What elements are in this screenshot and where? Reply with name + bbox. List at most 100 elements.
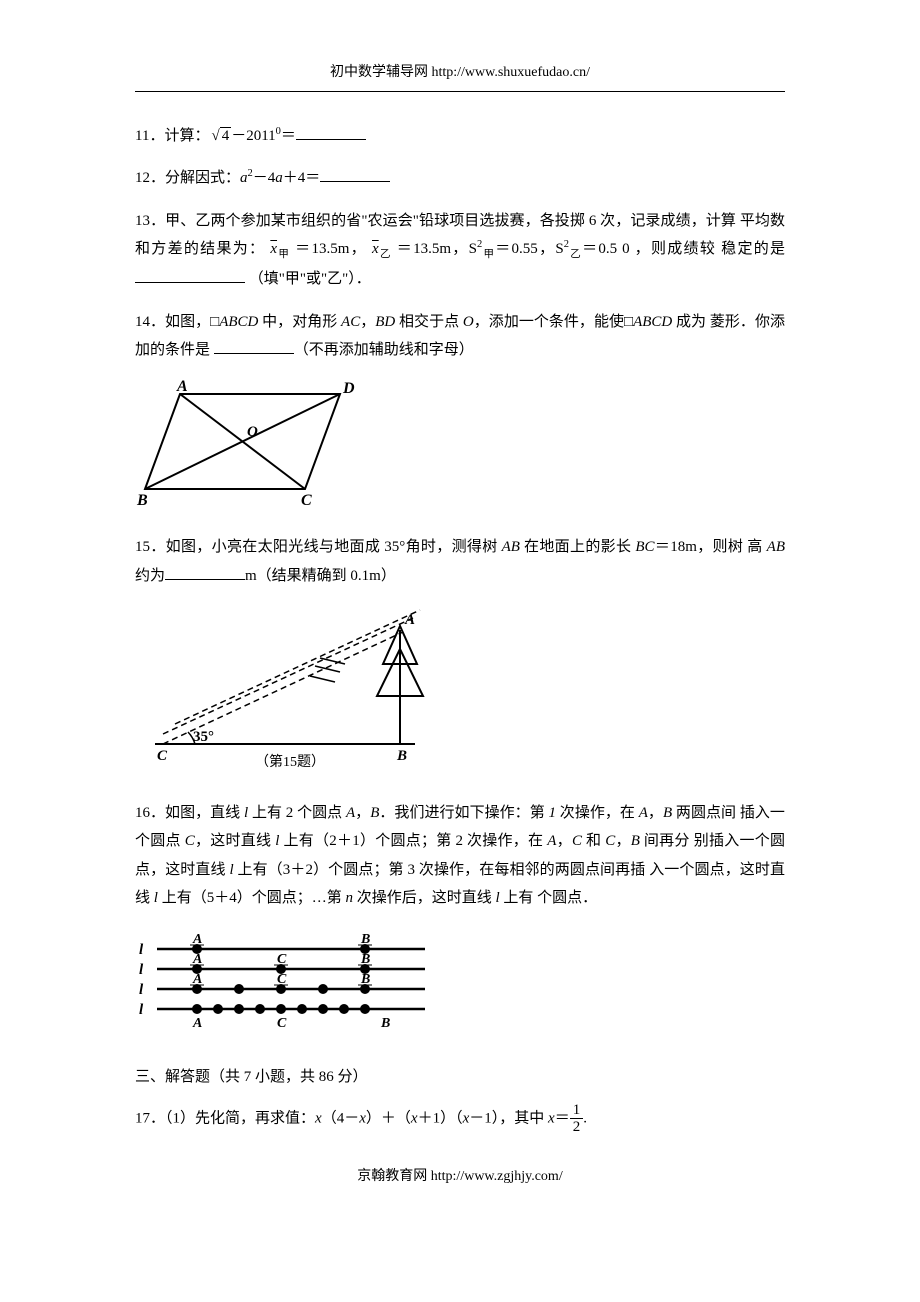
q16-C-1: C [185,833,195,849]
footer-link: 京翰教育网 http://www.zgjhjy.com/ [135,1164,785,1191]
svg-text:B: B [380,1016,390,1031]
q17-x3: x [411,1110,418,1126]
q14-bd: BD [375,314,395,330]
q16-l2d: 和 [582,833,605,849]
q14-mid1: 中，对角形 [258,314,341,330]
q14-ac: AC [341,314,360,330]
q15-label-a: A [404,612,415,628]
q11-minus: －2011 [231,128,275,144]
q15-ray1 [163,632,403,744]
q15-line2c: m（结果精确到 0.1m） [245,568,396,584]
q15-angle-label: 35° [193,729,214,745]
q15-line2a: 高 [747,539,766,555]
q17-x5: x [548,1110,555,1126]
q11-eq: ＝ [281,128,296,144]
q16-svg: lABlACBlACBlACB [135,931,445,1037]
q15-svg: 35° A B C （第15题） [135,604,435,774]
svg-text:l: l [139,942,144,958]
q16-figure: lABlACBlACBlACB [135,931,785,1048]
q17-eq: ＝ [555,1110,570,1126]
q16-l1a: 16．如图，直线 [135,805,244,821]
q17-num: 1 [570,1102,584,1120]
q12-blank [320,167,390,182]
q12-minus4: －4 [253,170,276,186]
q15-ray3 [175,610,420,724]
q15-figure: 35° A B C （第15题） [135,604,785,785]
q13-sub-yi: 乙 [379,249,392,260]
q15-label-c: C [157,748,168,764]
q16-c3: ， [556,833,572,849]
q13-xbar-yi: x [372,241,379,257]
q14-mid2: ， [360,314,375,330]
q16-B-3: B [631,833,640,849]
q13-blank [135,268,245,283]
q13-s-yi: 乙 [569,249,582,260]
q16-n: n [345,890,353,906]
q17-x2: x [359,1110,366,1126]
q17-l1d: ＋1）（ [418,1110,463,1126]
q15-arrow1 [310,676,335,682]
q15-label-b: B [396,748,407,764]
q16-one: 1 [549,805,557,821]
q14-label-a: A [176,379,188,395]
q15-line1a: 15．如图，小亮在太阳光线与地面成 35°角时，测得树 [135,539,502,555]
q11-blank [296,125,366,140]
header-underline [135,91,785,92]
q15-caption: （第15题） [255,753,325,770]
question-16: 16．如图，直线 l 上有 2 个圆点 A，B．我们进行如下操作：第 1 次操作… [135,799,785,913]
q11-sqrt: 4 [209,122,231,151]
q14-line2b: （不再添加辅助线和字母） [294,342,474,358]
q16-l5: 个圆点． [537,890,597,906]
question-14: 14．如图，□ABCD 中，对角形 AC，BD 相交于点 O，添加一个条件，能使… [135,308,785,365]
q16-l1d: 次操作，在 [556,805,639,821]
q16-l3b: 上有（3＋2）个圆点；第 3 次操作，在每相邻的两圆点间再插 [234,862,646,878]
q13-syi-val: ＝0.5 0 ，则成绩较 [582,241,716,257]
q14-mid5: 成为 [672,314,706,330]
q15-arrow3 [320,658,345,664]
q14-abcd2: ABCD [633,314,672,330]
q15-line2b: 约为 [135,568,165,584]
q17-l1e: －1），其中 [469,1110,548,1126]
q14-svg: A D B C O [135,379,375,509]
q16-B-1: B [370,805,379,821]
q12-prefix: 12．分解因式： [135,170,240,186]
svg-text:C: C [277,1016,287,1031]
svg-text:A: A [192,1016,202,1031]
q15-blank [165,565,245,580]
q16-c2: ， [648,805,663,821]
q17-l1c: ）＋（ [366,1110,411,1126]
q16-C-2: C [572,833,582,849]
svg-text:l: l [139,962,144,978]
q14-label-b: B [136,492,148,509]
q16-c4: ， [615,833,631,849]
q16-A-2: A [639,805,648,821]
question-12: 12．分解因式：a2－4a＋4＝ [135,164,785,193]
q16-l2b: ，这时直线 [195,833,276,849]
q13-line3b: （填"甲"或"乙"）． [245,271,371,287]
q13-line3a: 稳定的是 [721,241,785,257]
header-link: 初中数学辅导网 http://www.shuxuefudao.cn/ [135,60,785,87]
q14-blank [214,339,294,354]
q12-a1: a [240,170,248,186]
q16-l4d: 上有 [500,890,534,906]
svg-text:l: l [139,1002,144,1018]
q16-l4c: 次操作后，这时直线 [353,890,496,906]
q16-l1e: 两圆点间 [672,805,736,821]
q14-label-o: O [247,424,258,440]
q16-l2c: 上有（2＋1）个圆点；第 2 次操作，在 [279,833,547,849]
q15-ab2: AB [767,539,785,555]
q13-sjia-val: ＝0.55，S [495,241,563,257]
svg-text:l: l [139,982,144,998]
q15-line1b: 在地面上的影长 [520,539,635,555]
q13-s-jia: 甲 [482,249,495,260]
q13-val-jia: ＝13.5m， [295,241,367,257]
q17-l1a: 17．（1）先化简，再求值： [135,1110,315,1126]
q14-line1: 14．如图，□ [135,314,219,330]
q13-val-yi: ＝13.5m，S [397,241,477,257]
question-17: 17．（1）先化简，再求值：x（4－x）＋（x＋1）（x－1），其中 x＝12. [135,1102,785,1136]
section-3-title: 三、解答题（共 7 小题，共 86 分） [135,1063,785,1092]
q17-den: 2 [570,1119,584,1136]
question-11: 11．计算：4－20110＝ [135,122,785,151]
q17-l1b: （4－ [322,1110,360,1126]
question-13: 13．甲、乙两个参加某市组织的省"农运会"铅球项目选拔赛，各投掷 6 次，记录成… [135,207,785,294]
